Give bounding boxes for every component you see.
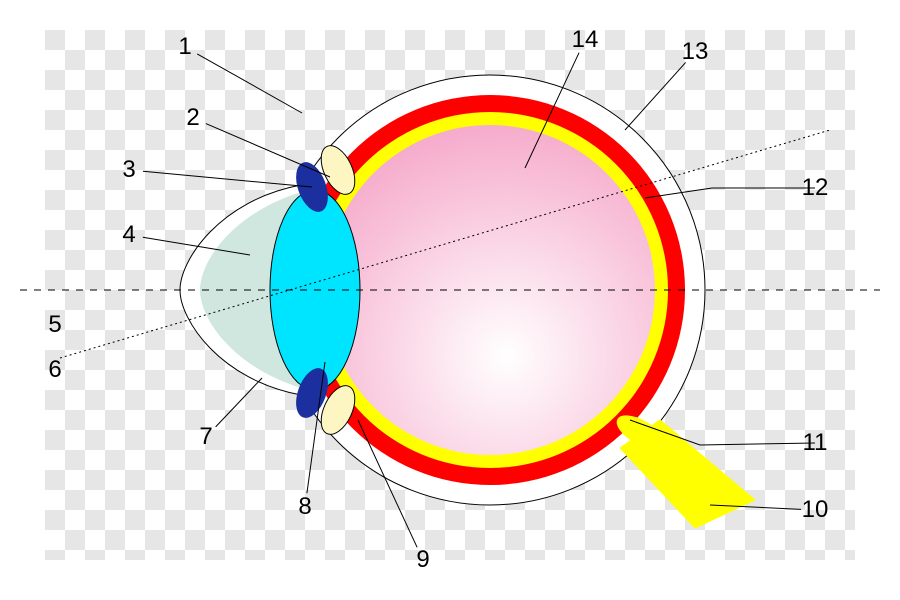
leader-2 <box>206 124 330 177</box>
eye-diagram: 1234567891011121314 <box>0 0 900 600</box>
leader-7 <box>216 378 262 427</box>
leader-13 <box>625 62 686 130</box>
eye-svg <box>0 0 900 600</box>
leader-1 <box>197 54 302 113</box>
leader-3 <box>143 171 312 187</box>
